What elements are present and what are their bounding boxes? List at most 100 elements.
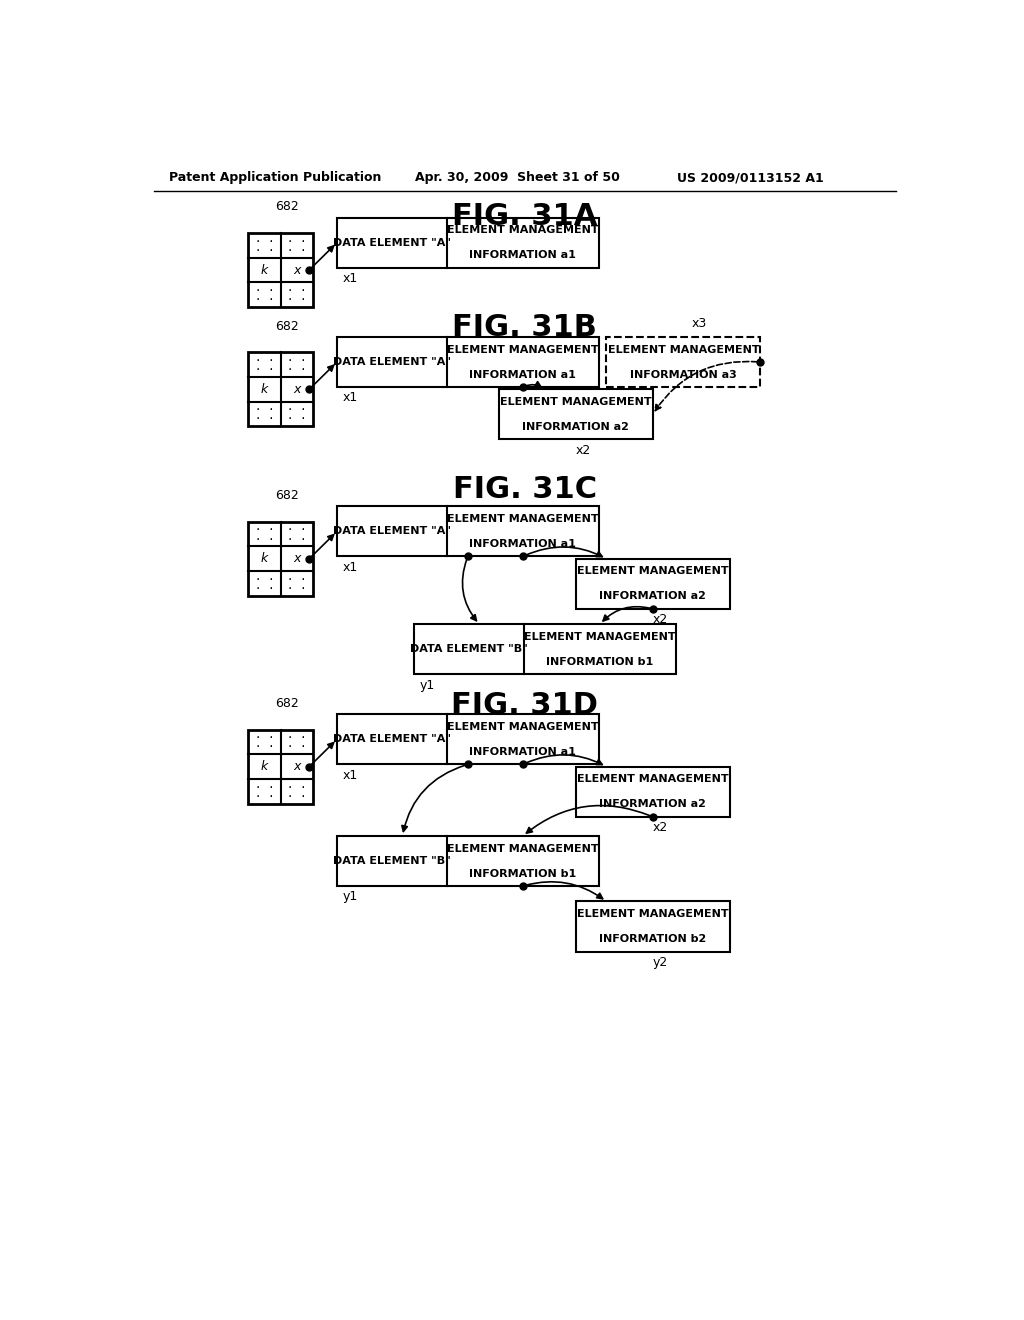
Text: y1: y1 — [420, 678, 435, 692]
Text: ·  ·: · · — [256, 354, 273, 368]
Text: ELEMENT MANAGEMENT: ELEMENT MANAGEMENT — [447, 513, 599, 524]
Text: DATA ELEMENT "A": DATA ELEMENT "A" — [333, 238, 451, 248]
Text: ·  ·: · · — [288, 235, 305, 248]
Text: ·  ·: · · — [256, 582, 273, 595]
Bar — [249, 521, 313, 595]
Text: x1: x1 — [343, 561, 358, 574]
Text: INFORMATION a2: INFORMATION a2 — [522, 422, 629, 432]
Text: 682: 682 — [275, 697, 299, 710]
Text: ·  ·: · · — [288, 284, 305, 298]
Text: ELEMENT MANAGEMENT: ELEMENT MANAGEMENT — [447, 345, 599, 355]
Text: US 2009/0113152 A1: US 2009/0113152 A1 — [677, 172, 824, 185]
Text: ·  ·: · · — [288, 524, 305, 537]
Text: DATA ELEMENT "A": DATA ELEMENT "A" — [333, 358, 451, 367]
Text: ·  ·: · · — [256, 789, 273, 804]
Text: INFORMATION a1: INFORMATION a1 — [469, 251, 577, 260]
Text: FIG. 31D: FIG. 31D — [452, 690, 598, 719]
Text: INFORMATION b1: INFORMATION b1 — [546, 657, 653, 667]
Text: ELEMENT MANAGEMENT: ELEMENT MANAGEMENT — [500, 397, 651, 407]
Bar — [249, 730, 313, 804]
Text: INFORMATION a1: INFORMATION a1 — [469, 370, 577, 380]
Text: x1: x1 — [343, 768, 358, 781]
Text: k: k — [261, 760, 268, 774]
Text: ·  ·: · · — [256, 731, 273, 746]
Text: ·  ·: · · — [288, 789, 305, 804]
Text: ELEMENT MANAGEMENT: ELEMENT MANAGEMENT — [607, 345, 759, 355]
Text: ·  ·: · · — [288, 741, 305, 755]
Text: ELEMENT MANAGEMENT: ELEMENT MANAGEMENT — [524, 632, 676, 642]
Text: x3: x3 — [691, 317, 707, 330]
Text: ·  ·: · · — [288, 293, 305, 308]
Text: INFORMATION a2: INFORMATION a2 — [599, 799, 707, 809]
Bar — [337, 218, 599, 268]
Text: DATA ELEMENT "A": DATA ELEMENT "A" — [333, 527, 451, 536]
Text: ·  ·: · · — [288, 354, 305, 368]
Text: ·  ·: · · — [288, 244, 305, 257]
Text: ·  ·: · · — [256, 780, 273, 795]
Text: ELEMENT MANAGEMENT: ELEMENT MANAGEMENT — [577, 909, 728, 919]
Text: ·  ·: · · — [288, 731, 305, 746]
Text: INFORMATION b2: INFORMATION b2 — [599, 935, 707, 944]
Text: INFORMATION a1: INFORMATION a1 — [469, 747, 577, 756]
Bar — [606, 337, 761, 387]
Text: 682: 682 — [275, 201, 299, 214]
Text: 682: 682 — [275, 319, 299, 333]
Text: Apr. 30, 2009  Sheet 31 of 50: Apr. 30, 2009 Sheet 31 of 50 — [416, 172, 621, 185]
Bar — [337, 507, 599, 557]
Text: ·  ·: · · — [256, 532, 273, 546]
Text: ·  ·: · · — [256, 235, 273, 248]
Text: x2: x2 — [652, 821, 668, 834]
Bar — [499, 389, 652, 440]
Text: k: k — [261, 552, 268, 565]
Bar — [337, 337, 599, 387]
Text: k: k — [261, 264, 268, 277]
Text: ·  ·: · · — [288, 780, 305, 795]
Text: ·  ·: · · — [288, 404, 305, 417]
Text: INFORMATION a1: INFORMATION a1 — [469, 539, 577, 549]
Text: y2: y2 — [652, 956, 668, 969]
Bar — [575, 558, 730, 609]
Text: ·  ·: · · — [256, 741, 273, 755]
Text: ·  ·: · · — [256, 573, 273, 587]
Bar — [249, 234, 313, 308]
Text: INFORMATION b1: INFORMATION b1 — [469, 869, 577, 879]
Text: 682: 682 — [275, 490, 299, 502]
Bar — [249, 352, 313, 426]
Text: ELEMENT MANAGEMENT: ELEMENT MANAGEMENT — [447, 843, 599, 854]
Text: ·  ·: · · — [288, 532, 305, 546]
Text: ·  ·: · · — [256, 412, 273, 426]
Bar — [575, 767, 730, 817]
Text: x2: x2 — [575, 444, 591, 457]
Bar — [337, 836, 599, 886]
Text: ·  ·: · · — [256, 404, 273, 417]
Text: y1: y1 — [343, 890, 358, 903]
Text: ·  ·: · · — [288, 363, 305, 378]
Bar — [575, 902, 730, 952]
Text: ·  ·: · · — [288, 412, 305, 426]
Text: INFORMATION a3: INFORMATION a3 — [630, 370, 737, 380]
Text: ·  ·: · · — [288, 582, 305, 595]
Text: ·  ·: · · — [256, 244, 273, 257]
Text: Patent Application Publication: Patent Application Publication — [169, 172, 381, 185]
Text: DATA ELEMENT "B": DATA ELEMENT "B" — [410, 644, 527, 655]
Text: ·  ·: · · — [288, 573, 305, 587]
Text: ·  ·: · · — [256, 293, 273, 308]
Text: ELEMENT MANAGEMENT: ELEMENT MANAGEMENT — [577, 775, 728, 784]
Text: ELEMENT MANAGEMENT: ELEMENT MANAGEMENT — [447, 722, 599, 731]
Text: DATA ELEMENT "B": DATA ELEMENT "B" — [333, 857, 451, 866]
Text: x: x — [293, 552, 301, 565]
Text: x: x — [293, 383, 301, 396]
Text: x1: x1 — [343, 391, 358, 404]
Text: x: x — [293, 264, 301, 277]
Text: x2: x2 — [652, 612, 668, 626]
Text: INFORMATION a2: INFORMATION a2 — [599, 591, 707, 602]
Text: ·  ·: · · — [256, 363, 273, 378]
Text: FIG. 31B: FIG. 31B — [453, 313, 597, 342]
Text: FIG. 31C: FIG. 31C — [453, 475, 597, 504]
Text: k: k — [261, 383, 268, 396]
Bar — [414, 624, 676, 675]
Text: DATA ELEMENT "A": DATA ELEMENT "A" — [333, 734, 451, 744]
Bar — [337, 714, 599, 764]
Text: x1: x1 — [343, 272, 358, 285]
Text: FIG. 31A: FIG. 31A — [453, 202, 597, 231]
